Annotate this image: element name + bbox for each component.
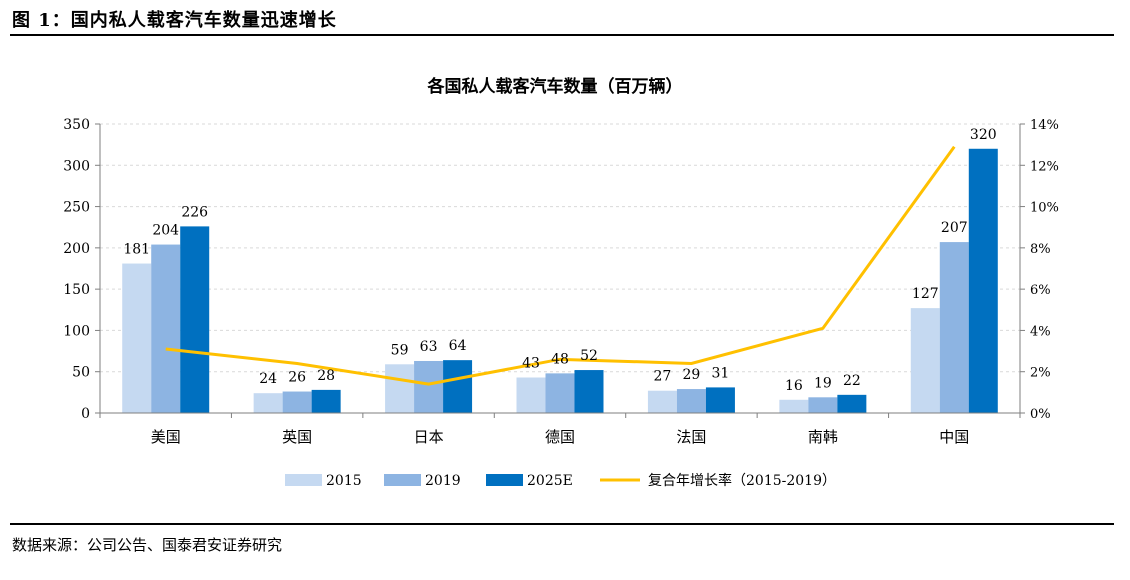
bar-data-label: 31	[712, 365, 730, 381]
legend-swatch	[285, 474, 322, 486]
y2-tick-label: 10%	[1030, 201, 1059, 216]
y2-tick-label: 6%	[1030, 283, 1051, 298]
bar	[122, 263, 152, 413]
y2-tick-label: 4%	[1030, 324, 1051, 339]
bar	[647, 390, 677, 413]
x-tick-label: 美国	[151, 428, 181, 446]
bar-data-label: 19	[814, 375, 832, 391]
cagr-line	[165, 145, 956, 386]
y2-tick-label: 14%	[1030, 118, 1059, 133]
bar-data-label: 24	[259, 371, 277, 387]
x-tick-label: 英国	[282, 428, 312, 446]
legend-label: 复合年增长率（2015-2019）	[648, 472, 836, 489]
bar-data-label: 48	[551, 351, 569, 367]
top-rule	[10, 34, 1114, 36]
bar-data-label: 27	[654, 369, 672, 385]
bar	[311, 389, 341, 413]
bar	[180, 226, 210, 413]
x-tick-label: 南韩	[808, 428, 838, 446]
bar	[443, 360, 473, 413]
x-tick-label: 法国	[676, 428, 706, 446]
source-note: 数据来源：公司公告、国泰君安证券研究	[12, 536, 283, 554]
bar	[282, 391, 312, 413]
legend-label: 2019	[425, 473, 461, 489]
bar-data-label: 29	[683, 367, 701, 383]
bar-data-label: 207	[941, 220, 968, 236]
legend: 2015 2019 2025E 复合年增长率（2015-2019）	[285, 472, 836, 489]
bar-data-label: 64	[449, 338, 467, 354]
bar	[968, 148, 998, 413]
y-tick-label: 350	[63, 117, 90, 133]
y2-tick-label: 2%	[1030, 366, 1051, 381]
bar	[516, 377, 546, 413]
y2-tick-label: 8%	[1030, 242, 1051, 257]
bar	[676, 389, 706, 413]
bar	[545, 373, 575, 413]
x-tick-label: 德国	[545, 428, 575, 446]
bottom-rule	[10, 523, 1114, 525]
bar-data-label: 226	[181, 204, 208, 220]
bar-data-label: 63	[420, 339, 438, 355]
bar-data-label: 43	[522, 355, 540, 371]
bar	[574, 370, 604, 413]
bar-data-label: 26	[288, 370, 306, 386]
y-tick-label: 0	[81, 406, 90, 422]
axes: 0 50 100 150 200 250 300 350 0% 2% 4% 6% 8% 10% 12% 14%…	[63, 117, 1059, 446]
bar	[705, 387, 735, 413]
bar	[253, 393, 283, 413]
bar-data-label: 181	[123, 242, 150, 258]
y-tick-label: 200	[63, 241, 90, 257]
bar-data-label: 52	[580, 348, 598, 364]
bar-data-label: 59	[391, 342, 409, 358]
bar-data-label: 204	[152, 223, 179, 239]
bar-data-label: 16	[785, 378, 803, 394]
legend-label: 2015	[326, 473, 362, 489]
bar-data-label: 320	[970, 127, 997, 143]
chart-title: 各国私人载客汽车数量（百万辆）	[427, 76, 683, 97]
bar	[837, 394, 867, 413]
y-tick-label: 150	[63, 282, 90, 298]
bar-data-label: 127	[912, 286, 939, 302]
legend-label: 2025E	[527, 473, 573, 489]
bar	[910, 308, 940, 413]
y-tick-label: 100	[63, 323, 90, 339]
bar-data-label: 22	[843, 373, 861, 389]
bar	[939, 242, 969, 413]
bars	[122, 148, 998, 413]
cagr-line-path	[165, 145, 956, 386]
y-tick-label: 250	[63, 200, 90, 216]
y2-tick-label: 12%	[1030, 159, 1059, 174]
legend-swatch	[384, 474, 421, 486]
figure-title: 图 1：国内私人载客汽车数量迅速增长	[12, 10, 337, 31]
y-tick-label: 50	[72, 365, 90, 381]
bar-data-label: 28	[317, 368, 335, 384]
legend-swatch	[486, 474, 523, 486]
bar	[808, 397, 838, 413]
bar	[151, 244, 181, 413]
y-tick-label: 300	[63, 158, 90, 174]
x-tick-label: 中国	[939, 428, 969, 446]
bar	[779, 399, 809, 413]
bar	[385, 364, 415, 413]
y2-tick-label: 0%	[1030, 407, 1051, 422]
bar	[414, 360, 444, 413]
x-tick-label: 日本	[414, 428, 444, 446]
